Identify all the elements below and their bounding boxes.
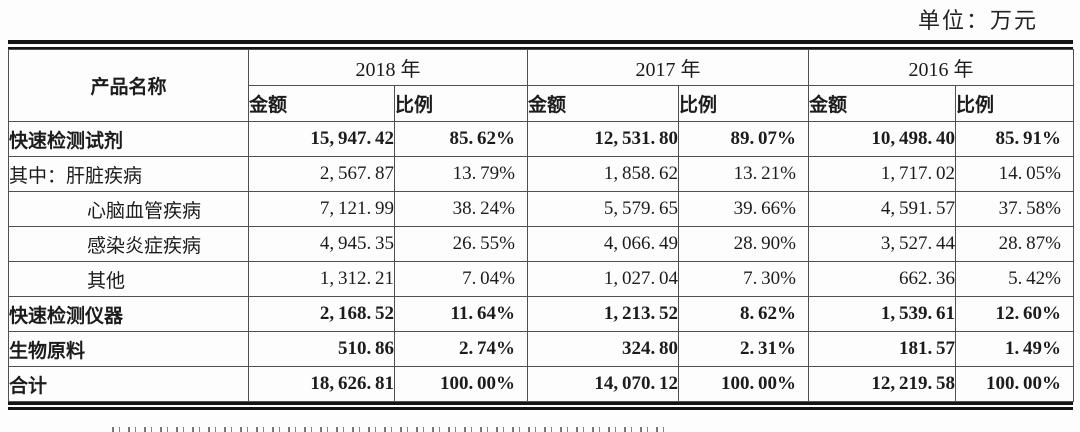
table-row: 快速检测试剂 15, 947. 42 85. 62% 12, 531. 80 89. 0… xyxy=(8,121,1074,157)
ratio-cell: 37. 58% xyxy=(955,191,1074,227)
ratio-header-2017: 比例 xyxy=(678,85,809,122)
amount-cell: 14, 070. 12 xyxy=(527,366,679,402)
ratio-cell: 13. 21% xyxy=(678,156,809,192)
table-row: 感染炎症疾病 4, 945. 35 26. 55% 4, 066. 49 28. 90%… xyxy=(8,226,1074,262)
product-name-cell: 快速检测仪器 xyxy=(8,296,249,332)
ratio-cell: 38. 24% xyxy=(394,191,528,227)
amount-cell: 5, 579. 65 xyxy=(527,191,679,227)
table-row: 其中：肝脏疾病 2, 567. 87 13. 79% 1, 858. 62 13. 21… xyxy=(8,156,1074,192)
amount-cell: 662. 36 xyxy=(808,261,956,297)
ratio-cell: 12. 60% xyxy=(955,296,1074,332)
amount-cell: 15, 947. 42 xyxy=(248,121,395,157)
ratio-cell: 7. 30% xyxy=(678,261,809,297)
amount-header-2018: 金额 xyxy=(248,85,395,122)
year-header-2016: 2016 年 xyxy=(808,49,1074,86)
ratio-cell: 100. 00% xyxy=(394,366,528,402)
ratio-cell: 1. 49% xyxy=(955,331,1074,367)
ratio-cell: 13. 79% xyxy=(394,156,528,192)
amount-cell: 1, 312. 21 xyxy=(248,261,395,297)
ratio-cell: 39. 66% xyxy=(678,191,809,227)
amount-header-2016: 金额 xyxy=(808,85,956,122)
ratio-cell: 28. 90% xyxy=(678,226,809,262)
table-row: 其他 1, 312. 21 7. 04% 1, 027. 04 7. 30% 662. 3… xyxy=(8,261,1074,297)
product-name-cell: 感染炎症疾病 xyxy=(8,226,249,262)
ratio-cell: 85. 91% xyxy=(955,121,1074,157)
table-row: 心脑血管疾病 7, 121. 99 38. 24% 5, 579. 65 39. 66%… xyxy=(8,191,1074,227)
amount-cell: 4, 066. 49 xyxy=(527,226,679,262)
table-top-double-rule xyxy=(8,40,1073,49)
ratio-cell: 89. 07% xyxy=(678,121,809,157)
ratio-header-2018: 比例 xyxy=(394,85,528,122)
product-name-cell: 其中：肝脏疾病 xyxy=(8,156,249,192)
amount-cell: 2, 168. 52 xyxy=(248,296,395,332)
amount-cell: 181. 57 xyxy=(808,331,956,367)
amount-cell: 1, 717. 02 xyxy=(808,156,956,192)
clipped-text-remnant xyxy=(112,427,672,432)
amount-cell: 324. 80 xyxy=(527,331,679,367)
year-header-2017: 2017 年 xyxy=(527,49,809,86)
ratio-cell: 100. 00% xyxy=(678,366,809,402)
ratio-cell: 2. 74% xyxy=(394,331,528,367)
amount-cell: 3, 527. 44 xyxy=(808,226,956,262)
amount-cell: 7, 121. 99 xyxy=(248,191,395,227)
ratio-cell: 85. 62% xyxy=(394,121,528,157)
year-header-2018: 2018 年 xyxy=(248,49,528,86)
amount-cell: 2, 567. 87 xyxy=(248,156,395,192)
revenue-table-container: 产品名称 2018 年 2017 年 2016 年 金额 比例 金额 比例 金额… xyxy=(8,40,1074,410)
ratio-cell: 100. 00% xyxy=(955,366,1074,402)
ratio-cell: 8. 62% xyxy=(678,296,809,332)
table-header: 产品名称 2018 年 2017 年 2016 年 金额 比例 金额 比例 金额… xyxy=(8,49,1074,122)
amount-cell: 1, 213. 52 xyxy=(527,296,679,332)
product-name-cell: 生物原料 xyxy=(8,331,249,367)
amount-cell: 10, 498. 40 xyxy=(808,121,956,157)
ratio-header-2016: 比例 xyxy=(955,85,1074,122)
table-row: 快速检测仪器 2, 168. 52 11. 64% 1, 213. 52 8. 62% 1… xyxy=(8,296,1074,332)
table-bottom-double-rule xyxy=(8,402,1073,410)
table-row: 生物原料 510. 86 2. 74% 324. 80 2. 31% 181. 57 1. … xyxy=(8,331,1074,367)
amount-cell: 1, 027. 04 xyxy=(527,261,679,297)
product-name-cell: 合计 xyxy=(8,366,249,402)
product-name-header: 产品名称 xyxy=(8,49,249,122)
amount-cell: 4, 945. 35 xyxy=(248,226,395,262)
ratio-cell: 28. 87% xyxy=(955,226,1074,262)
table-body: 快速检测试剂 15, 947. 42 85. 62% 12, 531. 80 89. 0… xyxy=(8,121,1074,402)
amount-cell: 12, 219. 58 xyxy=(808,366,956,402)
product-name-cell: 心脑血管疾病 xyxy=(8,191,249,227)
amount-cell: 12, 531. 80 xyxy=(527,121,679,157)
amount-cell: 1, 539. 61 xyxy=(808,296,956,332)
ratio-cell: 2. 31% xyxy=(678,331,809,367)
revenue-by-product-table: 产品名称 2018 年 2017 年 2016 年 金额 比例 金额 比例 金额… xyxy=(8,49,1074,402)
amount-cell: 1, 858. 62 xyxy=(527,156,679,192)
ratio-cell: 11. 64% xyxy=(394,296,528,332)
unit-label: 单位：万元 xyxy=(917,8,1038,33)
header-year-row: 产品名称 2018 年 2017 年 2016 年 xyxy=(8,49,1074,122)
amount-header-2017: 金额 xyxy=(527,85,679,122)
table-row: 合计 18, 626. 81 100. 00% 14, 070. 12 100. 00%… xyxy=(8,366,1074,402)
product-name-cell: 快速检测试剂 xyxy=(8,121,249,157)
ratio-cell: 14. 05% xyxy=(955,156,1074,192)
amount-cell: 18, 626. 81 xyxy=(248,366,395,402)
product-name-cell: 其他 xyxy=(8,261,249,297)
ratio-cell: 5. 42% xyxy=(955,261,1074,297)
ratio-cell: 7. 04% xyxy=(394,261,528,297)
header-subcolumn-row: 金额 比例 金额 比例 金额 比例 xyxy=(9,85,1074,122)
amount-cell: 510. 86 xyxy=(248,331,395,367)
ratio-cell: 26. 55% xyxy=(394,226,528,262)
amount-cell: 4, 591. 57 xyxy=(808,191,956,227)
